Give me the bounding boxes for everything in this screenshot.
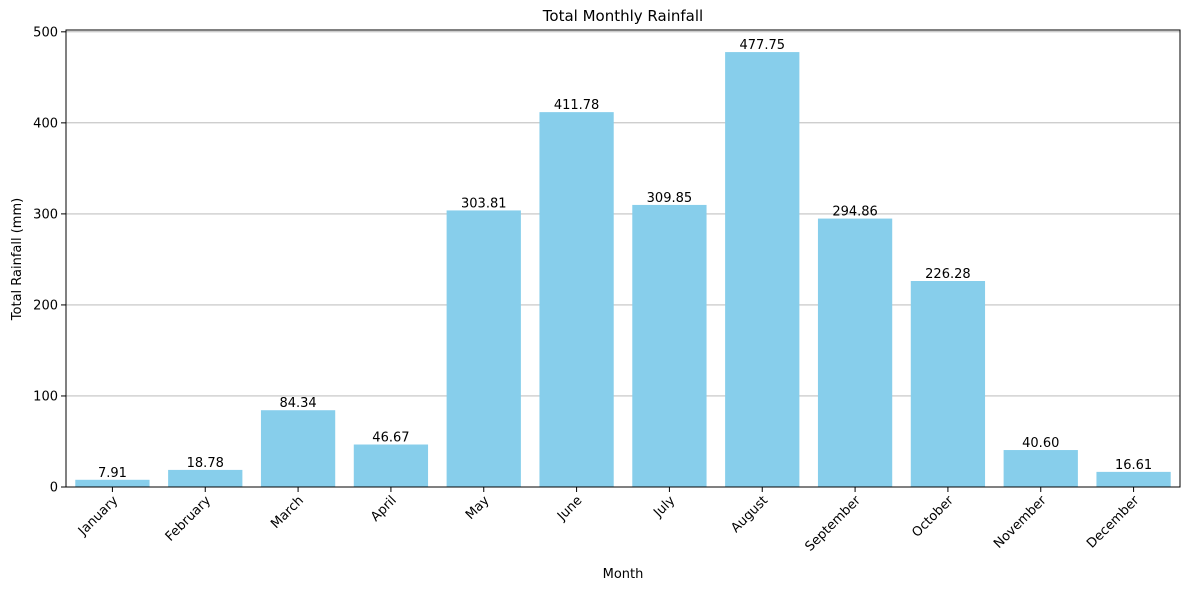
y-tick-label-400: 400 bbox=[33, 116, 58, 131]
y-tick-label-300: 300 bbox=[33, 207, 58, 222]
plot-frame bbox=[65, 29, 1181, 488]
data-label-june: 411.78 bbox=[554, 98, 600, 113]
y-axis-title: Total Rainfall (mm) bbox=[10, 198, 25, 321]
data-label-february: 18.78 bbox=[187, 456, 224, 471]
data-label-march: 84.34 bbox=[279, 396, 316, 411]
bars bbox=[75, 52, 1171, 488]
bar-november bbox=[1003, 450, 1078, 487]
x-tick-label-march: March bbox=[268, 493, 307, 532]
y-tick-label-100: 100 bbox=[33, 389, 58, 404]
x-tick-label-june: June bbox=[554, 493, 585, 524]
x-tick-label-april: April bbox=[368, 493, 400, 525]
gridlines bbox=[66, 31, 1180, 397]
bar-december bbox=[1096, 471, 1171, 487]
data-label-may: 303.81 bbox=[461, 196, 507, 211]
y-tick-label-0: 0 bbox=[50, 481, 58, 496]
data-label-august: 477.75 bbox=[740, 38, 786, 53]
x-tick-label-may: May bbox=[463, 493, 493, 523]
chart-title: Total Monthly Rainfall bbox=[542, 7, 703, 25]
bar-february bbox=[168, 469, 243, 487]
data-label-december: 16.61 bbox=[1115, 458, 1152, 473]
y-tick-label-500: 500 bbox=[33, 25, 58, 40]
bar-october bbox=[910, 281, 986, 487]
data-label-november: 40.60 bbox=[1022, 436, 1059, 451]
x-tick-label-october: October bbox=[909, 493, 957, 541]
bar-june bbox=[539, 112, 614, 487]
x-tick-label-december: December bbox=[1084, 493, 1143, 552]
bar-may bbox=[446, 210, 521, 488]
x-tick-label-september: September bbox=[802, 493, 864, 555]
x-tick-label-july: July bbox=[650, 493, 678, 521]
bar-july bbox=[632, 204, 707, 487]
x-tick-label-august: August bbox=[728, 493, 771, 536]
y-tick-label-200: 200 bbox=[33, 298, 58, 313]
data-label-january: 7.91 bbox=[98, 466, 127, 481]
data-label-july: 309.85 bbox=[647, 191, 693, 206]
bar-august bbox=[725, 52, 800, 487]
x-axis-title: Month bbox=[603, 567, 644, 582]
data-label-april: 46.67 bbox=[372, 431, 409, 446]
bar-april bbox=[353, 444, 429, 487]
data-label-september: 294.86 bbox=[832, 205, 878, 220]
bar-march bbox=[260, 410, 336, 487]
bar-january bbox=[75, 479, 150, 487]
x-tick-label-november: November bbox=[991, 493, 1050, 552]
x-tick-label-january: January bbox=[75, 493, 121, 539]
data-labels: 7.91 18.78 84.34 46.67 303.81 411.78 309.85 477… bbox=[98, 38, 1152, 481]
data-label-october: 226.28 bbox=[925, 267, 971, 282]
x-tick-label-february: February bbox=[163, 493, 215, 545]
bar-september bbox=[817, 218, 893, 488]
